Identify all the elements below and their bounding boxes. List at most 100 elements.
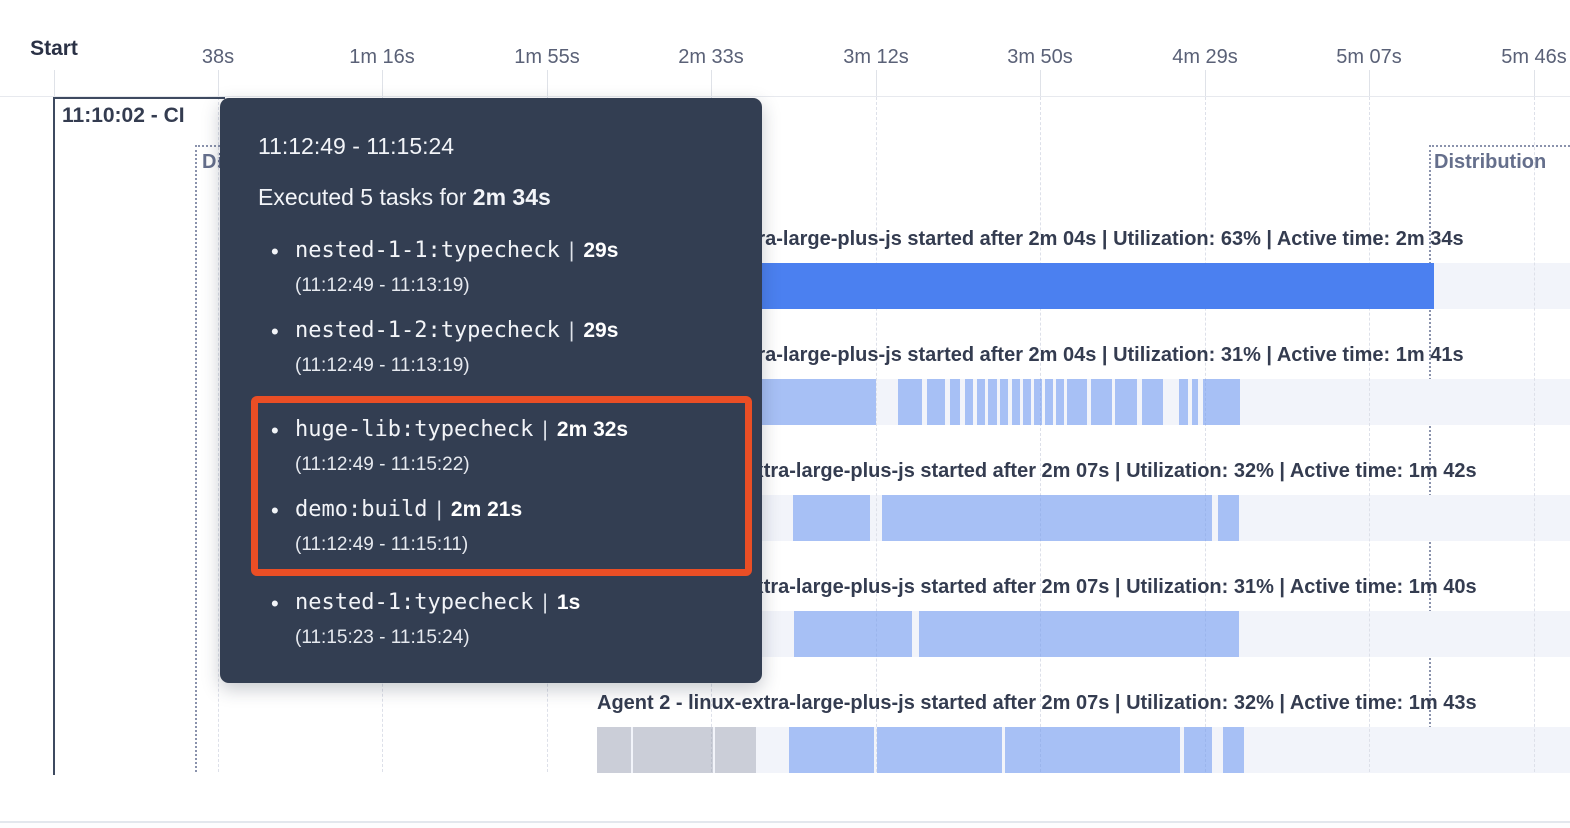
task-time-range: (11:12:49 - 11:13:19) [295,275,470,296]
axis-gridline [218,97,219,772]
bullet-icon: • [271,239,279,264]
axis-tick [547,70,548,96]
axis-tick-label: 4m 29s [1172,46,1238,68]
task-duration: 1s [556,591,581,614]
tooltip-time-range: 11:12:49 - 11:15:24 [258,133,455,159]
axis-tick-label: 5m 07s [1336,46,1402,68]
task-time-range: (11:12:49 - 11:13:19) [295,355,470,376]
axis-tick [1205,70,1206,96]
tooltip-summary-prefix: Executed 5 tasks for [258,184,473,210]
tooltip-task-line: • nested-1:typecheck | 1s [271,588,724,620]
agent-bar-segment[interactable] [882,495,1212,541]
agent-bar-segment[interactable] [1192,379,1198,425]
axis-tick [1040,70,1041,96]
agent-bar-segment[interactable] [1000,379,1008,425]
agent-bar-segment[interactable] [1203,379,1240,425]
agent-bar-segment[interactable] [1142,379,1163,425]
agent-row-track [597,727,1570,773]
tooltip-task-item: • nested-1-1:typecheck | 29s (11:12:49 - 11:… [258,236,724,298]
tooltip-task-line: • nested-1-2:typecheck | 29s [271,316,724,348]
axis-tick-label: 1m 55s [514,46,580,68]
footer-area [0,823,1570,828]
agent-bar-segment[interactable] [950,379,960,425]
agent-bar-segment[interactable] [898,379,922,425]
axis-tick-label: 1m 16s [349,46,415,68]
axis-tick [1534,70,1535,96]
agent-bar-segment[interactable] [1184,727,1212,773]
axis-gridline [1369,97,1370,772]
agent-bar-segment[interactable] [1091,379,1112,425]
agent-bar-segment[interactable] [877,727,1002,773]
task-separator: | [542,591,548,614]
task-separator: | [568,319,575,342]
task-duration: 29s [583,319,619,342]
bullet-icon: • [271,591,279,616]
axis-gridline [1534,97,1535,772]
tooltip-highlight-box: • huge-lib:typecheck | 2m 32s (11:12:49 - 11… [251,396,752,576]
tooltip-task-item: • demo:build | 2m 21s (11:12:49 - 11:15:11) [258,495,731,557]
axis-tick [218,70,219,96]
agent-bar-segment[interactable] [633,727,713,773]
agent-bar-segment[interactable] [1056,379,1064,425]
agent-bar-segment[interactable] [988,379,997,425]
agent-bar-segment[interactable] [1223,727,1244,773]
agent-bar-segment[interactable] [597,727,631,773]
tooltip-task-item: • nested-1-2:typecheck | 29s (11:12:49 - 11:… [258,316,724,378]
agent-bar-segment[interactable] [793,495,870,541]
task-separator: | [542,418,548,441]
agent-bar-segment[interactable] [965,379,973,425]
axis-tick-label: 5m 46s [1501,46,1567,68]
axis-gridline [1040,97,1041,772]
agent-bar-segment[interactable] [1067,379,1087,425]
tooltip-task-item: • nested-1:typecheck | 1s (11:15:23 - 11:15:… [258,588,724,650]
phase-label: Distribution [1434,151,1547,173]
agent-bar-segment[interactable] [927,379,945,425]
task-name: nested-1:typecheck [295,590,534,615]
phase-box-left-border [195,145,197,772]
task-separator: | [568,239,575,262]
agent-bar-segment[interactable] [977,379,985,425]
axis-tick [382,70,383,96]
task-time-range: (11:15:23 - 11:15:24) [295,627,470,648]
phase-box-top-border [195,145,228,147]
ci-box-left-border [53,97,55,775]
tooltip-summary: Executed 5 tasks for 2m 34s [258,182,724,212]
tooltip-summary-duration: 2m 34s [472,184,551,210]
agent-bar-segment[interactable] [1045,379,1053,425]
agent-row-label: Agent 4 - linux-extra-large-plus-js star… [597,460,1477,482]
tooltip-task-item: • huge-lib:typecheck | 2m 32s (11:12:49 - 11… [258,415,731,477]
agent-bar-segment[interactable] [789,727,874,773]
tooltip-task-line: • demo:build | 2m 21s [271,495,731,527]
agent-bar-segment[interactable] [1179,379,1188,425]
axis-tick [876,70,877,96]
agent-bar-segment[interactable] [1115,379,1137,425]
agent-bar-segment[interactable] [715,727,756,773]
axis-tick-label: 3m 50s [1007,46,1073,68]
agent-bar-segment[interactable] [1005,727,1180,773]
axis-tick [1369,70,1370,96]
agent-bar-segment[interactable] [1218,495,1239,541]
ci-pipeline-label[interactable]: 11:10:02 - CI [62,104,185,127]
agent-row-label: Agent 2 - linux-extra-large-plus-js star… [597,692,1477,714]
agent-bar-segment[interactable] [1012,379,1020,425]
axis-gridline [1205,97,1206,772]
bullet-icon: • [271,498,279,523]
footer-divider [0,821,1570,823]
bullet-icon: • [271,418,279,443]
agent-bar-segment[interactable] [794,611,912,657]
tooltip-task-line: • huge-lib:typecheck | 2m 32s [271,415,731,447]
phase-box-top-border [1429,145,1570,147]
agent-bar-segment[interactable] [919,611,1239,657]
agent-bar-segment[interactable] [1023,379,1031,425]
agent-bar-segment[interactable] [1034,379,1042,425]
task-name: demo:build [295,497,428,522]
task-duration: 2m 21s [450,498,523,521]
task-name: nested-1-2:typecheck [295,318,560,343]
task-duration: 29s [583,239,619,262]
task-name: nested-1-1:typecheck [295,238,560,263]
axis-tick [711,70,712,96]
task-time-range: (11:12:49 - 11:15:22) [295,454,470,475]
bullet-icon: • [271,319,279,344]
axis-tick-label: 3m 12s [843,46,909,68]
